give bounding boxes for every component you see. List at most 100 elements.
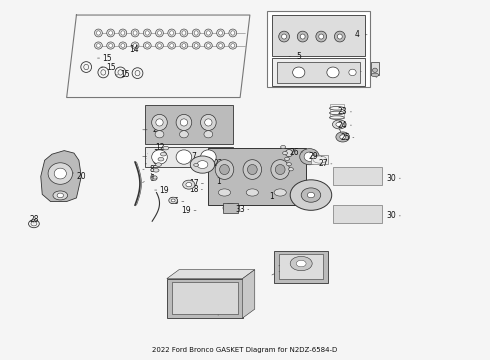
- Ellipse shape: [206, 31, 210, 35]
- Polygon shape: [41, 150, 81, 202]
- Text: 1: 1: [270, 192, 274, 201]
- Ellipse shape: [219, 189, 231, 196]
- Ellipse shape: [336, 132, 349, 142]
- Ellipse shape: [155, 131, 164, 138]
- Ellipse shape: [217, 42, 224, 49]
- Ellipse shape: [231, 31, 235, 35]
- Ellipse shape: [156, 163, 161, 166]
- Ellipse shape: [119, 42, 127, 49]
- Ellipse shape: [223, 203, 238, 212]
- Ellipse shape: [182, 44, 186, 47]
- Ellipse shape: [54, 168, 67, 179]
- Text: 16: 16: [170, 197, 184, 206]
- Ellipse shape: [204, 29, 212, 37]
- Polygon shape: [333, 205, 382, 223]
- Ellipse shape: [336, 122, 343, 127]
- Ellipse shape: [119, 29, 127, 37]
- Ellipse shape: [293, 67, 305, 78]
- Ellipse shape: [301, 188, 321, 202]
- Text: 23: 23: [338, 107, 351, 116]
- Text: 15: 15: [101, 63, 116, 72]
- Ellipse shape: [190, 156, 215, 173]
- Polygon shape: [279, 254, 323, 279]
- Ellipse shape: [349, 69, 356, 76]
- Ellipse shape: [205, 119, 212, 126]
- Text: 31: 31: [314, 188, 327, 197]
- Ellipse shape: [152, 150, 167, 164]
- Ellipse shape: [180, 119, 188, 126]
- Ellipse shape: [282, 34, 287, 39]
- Ellipse shape: [275, 165, 285, 175]
- Ellipse shape: [107, 29, 115, 37]
- Ellipse shape: [290, 180, 332, 210]
- Ellipse shape: [183, 180, 195, 189]
- Ellipse shape: [229, 29, 237, 37]
- Ellipse shape: [163, 146, 169, 150]
- Text: 26: 26: [289, 148, 303, 157]
- Ellipse shape: [144, 29, 151, 37]
- Ellipse shape: [176, 114, 192, 131]
- Ellipse shape: [243, 160, 262, 179]
- Ellipse shape: [271, 160, 290, 179]
- Ellipse shape: [160, 152, 166, 156]
- Ellipse shape: [152, 114, 167, 131]
- Text: 9: 9: [145, 159, 157, 168]
- Ellipse shape: [246, 189, 258, 196]
- Ellipse shape: [371, 73, 379, 77]
- Text: 3: 3: [143, 152, 157, 161]
- Ellipse shape: [168, 29, 175, 37]
- Ellipse shape: [283, 152, 288, 155]
- Polygon shape: [333, 167, 382, 185]
- Ellipse shape: [95, 29, 102, 37]
- Ellipse shape: [200, 150, 216, 164]
- Ellipse shape: [304, 152, 315, 161]
- Ellipse shape: [229, 42, 237, 49]
- Ellipse shape: [279, 31, 290, 42]
- Ellipse shape: [168, 42, 175, 49]
- Ellipse shape: [194, 31, 198, 35]
- Ellipse shape: [186, 183, 192, 187]
- Ellipse shape: [200, 114, 216, 131]
- Ellipse shape: [121, 44, 125, 47]
- Ellipse shape: [109, 31, 113, 35]
- Text: 12: 12: [149, 143, 164, 152]
- Ellipse shape: [290, 256, 312, 271]
- Ellipse shape: [334, 31, 345, 42]
- Ellipse shape: [332, 120, 346, 129]
- Polygon shape: [145, 147, 233, 167]
- Polygon shape: [274, 251, 328, 283]
- Ellipse shape: [182, 31, 186, 35]
- Ellipse shape: [170, 31, 173, 35]
- Ellipse shape: [180, 42, 188, 49]
- Ellipse shape: [158, 44, 161, 47]
- Ellipse shape: [217, 29, 224, 37]
- Ellipse shape: [156, 42, 163, 49]
- Text: 15: 15: [98, 54, 112, 63]
- Ellipse shape: [107, 42, 115, 49]
- Bar: [311, 155, 328, 164]
- Ellipse shape: [153, 168, 159, 172]
- Ellipse shape: [131, 29, 139, 37]
- Ellipse shape: [133, 31, 137, 35]
- Ellipse shape: [133, 44, 137, 47]
- Text: 2: 2: [143, 125, 157, 134]
- Polygon shape: [167, 270, 255, 279]
- Ellipse shape: [219, 44, 222, 47]
- Ellipse shape: [297, 31, 308, 42]
- Ellipse shape: [337, 34, 342, 39]
- Ellipse shape: [197, 161, 208, 168]
- Ellipse shape: [169, 197, 177, 204]
- Ellipse shape: [121, 31, 125, 35]
- Ellipse shape: [247, 165, 257, 175]
- Text: 1: 1: [216, 177, 220, 186]
- Text: 30: 30: [387, 174, 400, 183]
- Ellipse shape: [340, 135, 345, 139]
- Ellipse shape: [327, 67, 339, 78]
- Text: 19: 19: [182, 206, 196, 215]
- Ellipse shape: [109, 44, 113, 47]
- Ellipse shape: [97, 31, 100, 35]
- Ellipse shape: [285, 157, 290, 161]
- Ellipse shape: [156, 29, 163, 37]
- Text: 13: 13: [272, 265, 287, 275]
- Ellipse shape: [179, 131, 188, 138]
